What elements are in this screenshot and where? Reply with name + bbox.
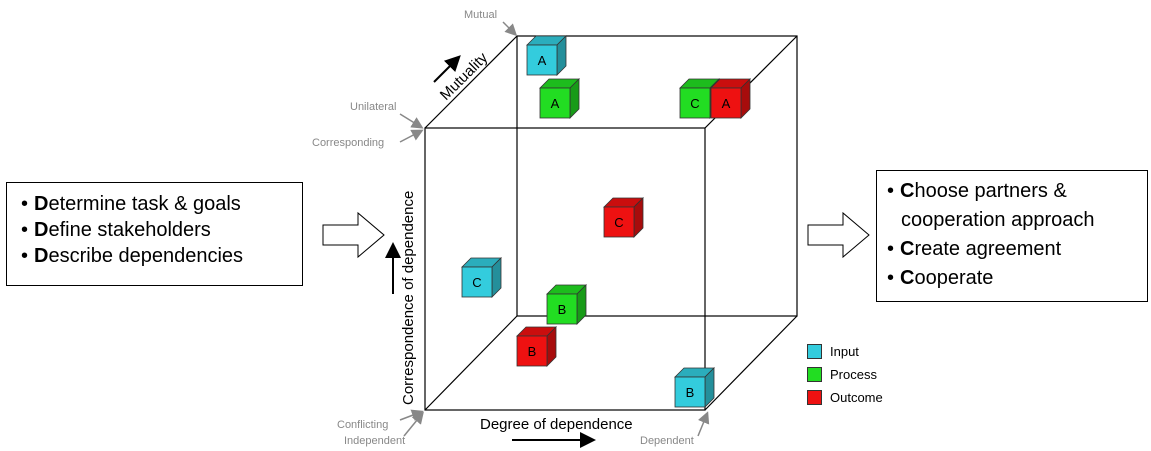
define-phase-box: • Determine task & goals • Define stakehol… [6,182,303,286]
cube-letter: A [551,96,560,111]
cube-process-a: A [539,78,580,119]
cube-letter: C [472,275,481,290]
cube-outcome-c: C [603,197,644,238]
cube-markers: A A C A C C B B B [461,35,751,408]
define-item: • Determine task & goals [21,193,241,215]
legend-item-process: Process [807,366,877,383]
mutual-label: Mutual [464,9,497,21]
degree-axis-label: Degree of dependence [480,416,633,433]
cube-front-face [424,127,706,411]
legend-swatch-outcome [807,390,822,406]
cube-outcome-b: B [516,326,557,367]
corresponding-label: Corresponding [312,137,384,149]
cube-input-c: C [461,257,502,298]
cube-letter: B [686,385,695,400]
cooperate-item: • Choose partners & [887,180,1067,202]
legend-item-input: Input [807,343,859,360]
cube-letter: B [558,302,567,317]
mutuality-direction-arrow [433,55,461,83]
correspondence-axis-label: Correspondence of dependence [400,191,417,405]
cooperate-item: • Cooperate [887,267,994,289]
cube-back-face [516,35,798,317]
dependent-pointer [697,411,710,437]
cooperate-item-continued: cooperation approach [901,209,1095,231]
mutual-pointer [502,21,518,37]
define-item: • Define stakeholders [21,219,211,241]
input-flow-arrow [322,211,385,259]
independent-pointer [403,411,424,437]
conflicting-label: Conflicting [337,419,388,431]
cooperate-phase-box: • Choose partners & cooperation approach … [876,170,1148,302]
cube-letter: A [722,96,731,111]
legend-swatch-process [807,367,822,383]
cube-letter: C [614,215,623,230]
cube-letter: B [528,344,537,359]
define-item: • Describe dependencies [21,245,244,267]
cube-letter: C [690,96,699,111]
unilateral-label: Unilateral [350,101,396,113]
output-flow-arrow [807,211,870,259]
unilateral-pointer [399,113,424,129]
cube-process-b: B [546,284,587,325]
corresponding-pointer [399,129,424,143]
cube-input-b: B [674,367,715,408]
independent-label: Independent [344,435,405,447]
cooperate-item: • Create agreement [887,238,1062,260]
wireframe-cube [424,35,798,411]
cube-input-a: A [526,35,567,76]
cube-outcome-a: A [710,78,751,119]
mutuality-axis-label: Mutuality [437,49,492,104]
legend-item-outcome: Outcome [807,389,883,406]
legend-swatch-input [807,344,822,360]
cube-letter: A [538,53,547,68]
dependent-label: Dependent [640,435,694,447]
